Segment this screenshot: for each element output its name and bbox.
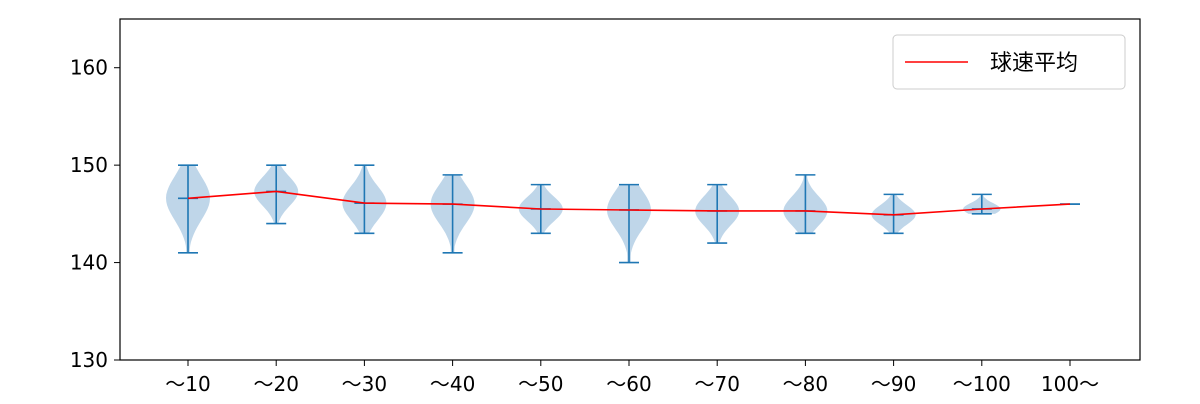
- x-tick-label: ～20: [253, 372, 298, 396]
- x-axis: ～10 ～20 ～30 ～40 ～50 ～60 ～70 ～80 ～90 ～100 100～: [165, 360, 1099, 396]
- x-tick-label: ～80: [783, 372, 828, 396]
- x-tick-label: ～30: [342, 372, 387, 396]
- x-tick-label: ～10: [165, 372, 210, 396]
- x-tick-label: ～40: [430, 372, 475, 396]
- y-tick-label: 160: [70, 56, 108, 80]
- y-tick-label: 140: [70, 251, 108, 275]
- x-tick-label: ～70: [694, 372, 739, 396]
- y-tick-label: 150: [70, 153, 108, 177]
- x-tick-label: 100～: [1041, 372, 1099, 396]
- y-tick-label: 130: [70, 348, 108, 372]
- x-tick-label: ～60: [606, 372, 651, 396]
- y-axis: 130 140 150 160: [70, 56, 120, 372]
- x-tick-label: ～100: [953, 372, 1011, 396]
- legend: 球速平均: [893, 35, 1125, 89]
- x-tick-label: ～50: [518, 372, 563, 396]
- legend-label: 球速平均: [990, 51, 1078, 76]
- x-tick-label: ～90: [871, 372, 916, 396]
